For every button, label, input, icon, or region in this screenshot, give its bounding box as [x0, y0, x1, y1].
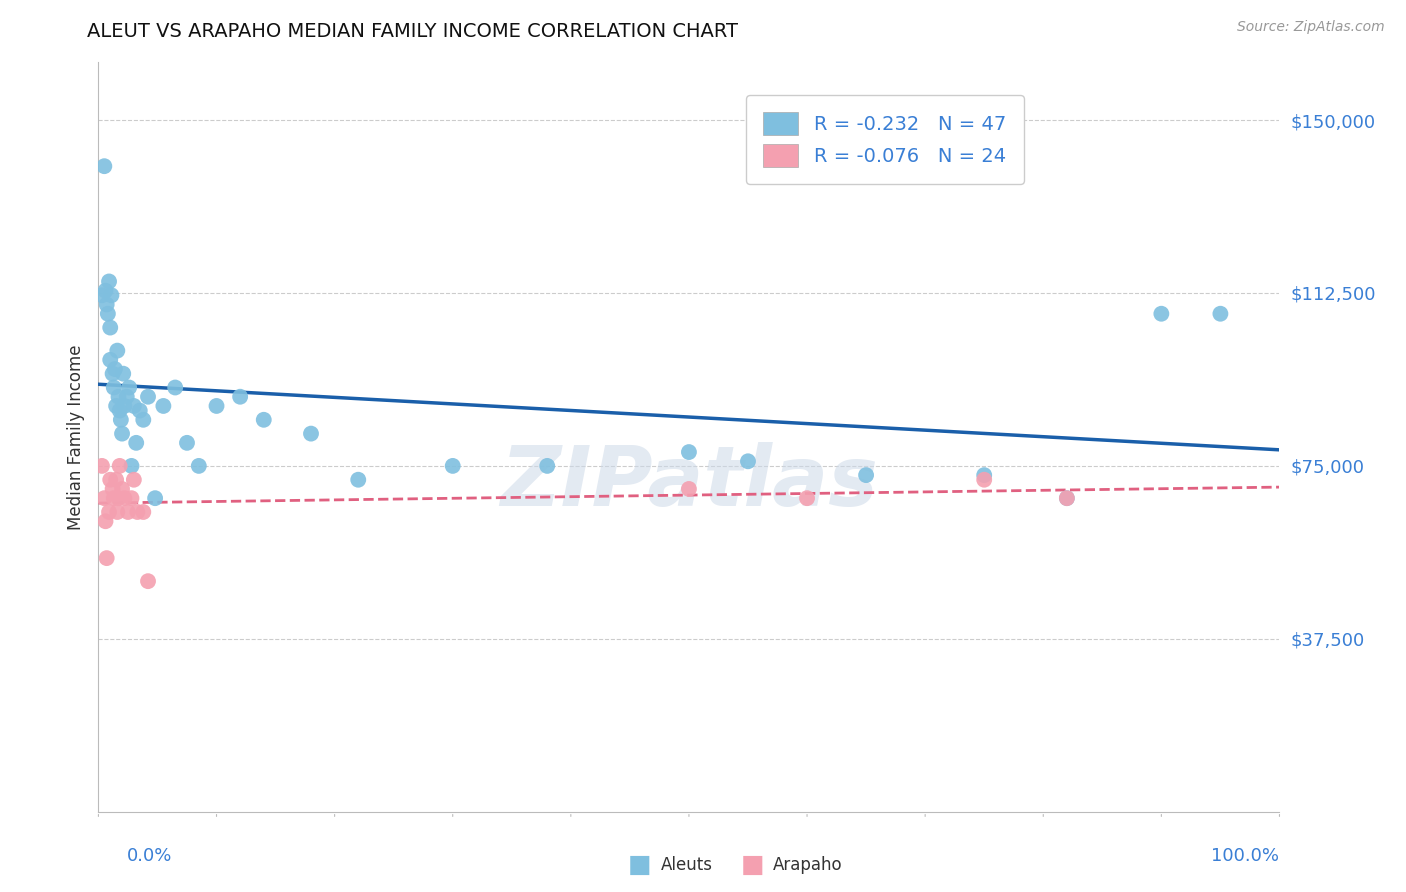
Point — [176, 435, 198, 450]
Point — [128, 403, 150, 417]
Point — [152, 399, 174, 413]
Point — [136, 574, 159, 589]
Point — [105, 505, 128, 519]
Point — [96, 297, 118, 311]
Point — [112, 367, 135, 381]
Point — [96, 551, 118, 566]
Point — [187, 458, 209, 473]
Point — [105, 343, 128, 358]
Point — [91, 288, 114, 302]
Point — [107, 390, 129, 404]
Point — [441, 458, 464, 473]
Point — [122, 399, 145, 413]
Point — [93, 159, 115, 173]
Point — [118, 380, 141, 394]
Point — [107, 491, 129, 505]
Point — [205, 399, 228, 413]
Point — [132, 505, 155, 519]
Point — [111, 426, 134, 441]
Point — [973, 468, 995, 483]
Point — [112, 399, 135, 413]
Point — [91, 458, 114, 473]
Point — [796, 491, 818, 505]
Point — [98, 275, 121, 289]
Point — [108, 403, 131, 417]
Point — [105, 399, 128, 413]
Point — [229, 390, 252, 404]
Point — [127, 505, 149, 519]
Point — [117, 505, 139, 519]
Point — [101, 367, 124, 381]
Point — [347, 473, 370, 487]
Point — [678, 482, 700, 496]
Point — [737, 454, 759, 468]
Point — [299, 426, 322, 441]
Point — [973, 473, 995, 487]
Point — [94, 514, 117, 528]
Point — [115, 390, 138, 404]
Point — [93, 491, 115, 505]
Point — [103, 380, 125, 394]
Point — [855, 468, 877, 483]
Point — [125, 435, 148, 450]
Legend: R = -0.232   N = 47, R = -0.076   N = 24: R = -0.232 N = 47, R = -0.076 N = 24 — [747, 95, 1024, 185]
Point — [98, 505, 121, 519]
Text: ZIPatlas: ZIPatlas — [501, 442, 877, 523]
Point — [165, 380, 187, 394]
Point — [136, 390, 159, 404]
Text: Arapaho: Arapaho — [773, 856, 844, 874]
Point — [112, 491, 135, 505]
Point — [1150, 307, 1173, 321]
Point — [103, 491, 125, 505]
Point — [122, 473, 145, 487]
Text: Source: ZipAtlas.com: Source: ZipAtlas.com — [1237, 20, 1385, 34]
Point — [143, 491, 166, 505]
Text: Aleuts: Aleuts — [661, 856, 713, 874]
Point — [100, 288, 122, 302]
Point — [253, 413, 276, 427]
Point — [97, 307, 120, 321]
Text: ■: ■ — [741, 854, 763, 877]
Point — [536, 458, 558, 473]
Point — [121, 491, 143, 505]
Point — [111, 482, 134, 496]
Point — [1209, 307, 1232, 321]
Point — [104, 362, 127, 376]
Text: 0.0%: 0.0% — [127, 847, 172, 865]
Point — [108, 458, 131, 473]
Point — [110, 413, 132, 427]
Text: 100.0%: 100.0% — [1212, 847, 1279, 865]
Point — [98, 320, 121, 334]
Point — [105, 473, 128, 487]
Point — [1056, 491, 1078, 505]
Y-axis label: Median Family Income: Median Family Income — [66, 344, 84, 530]
Point — [678, 445, 700, 459]
Point — [98, 473, 121, 487]
Text: ALEUT VS ARAPAHO MEDIAN FAMILY INCOME CORRELATION CHART: ALEUT VS ARAPAHO MEDIAN FAMILY INCOME CO… — [87, 22, 738, 41]
Point — [132, 413, 155, 427]
Point — [101, 482, 124, 496]
Point — [98, 352, 121, 367]
Point — [121, 458, 143, 473]
Point — [1056, 491, 1078, 505]
Point — [94, 284, 117, 298]
Text: ■: ■ — [628, 854, 651, 877]
